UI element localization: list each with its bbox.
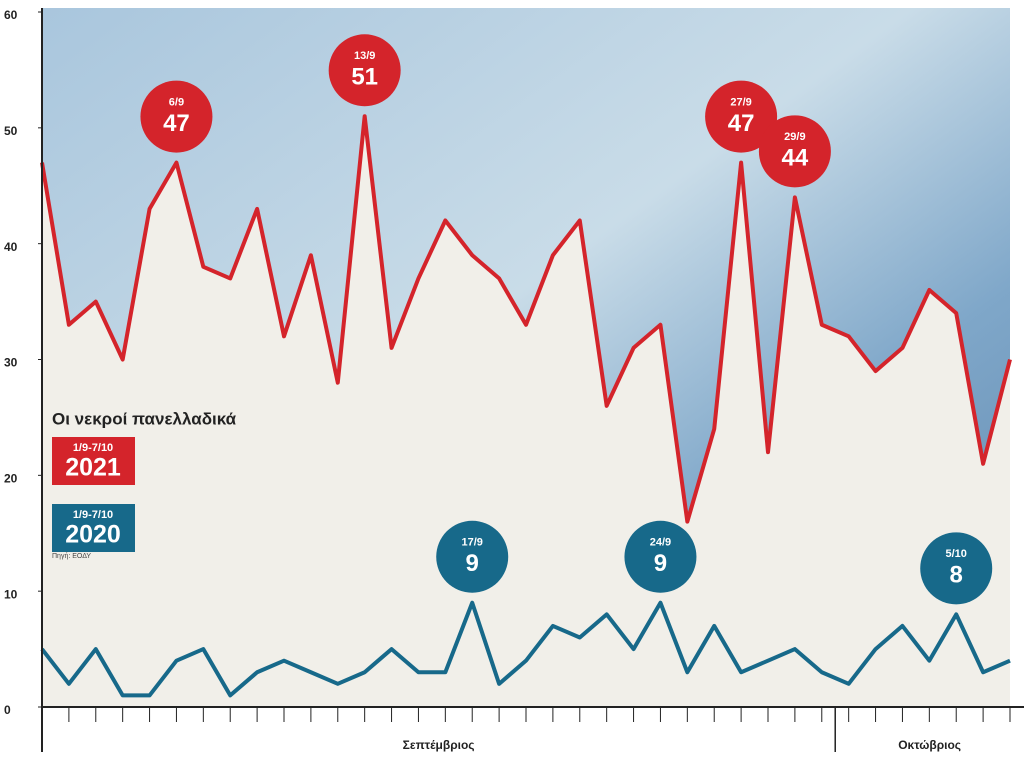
y-tick-label: 40 (4, 240, 18, 254)
legend-name: 2021 (65, 454, 121, 482)
y-tick-label: 30 (4, 356, 18, 370)
legend-swatch (52, 504, 135, 552)
annotation-value: 47 (163, 110, 190, 137)
source: Πηγή: ΕΟΔΥ (52, 553, 91, 560)
annotation-value: 9 (466, 550, 479, 577)
annotation-bubble (140, 80, 213, 153)
month-label: Οκτώβριος (898, 738, 961, 752)
annotation-value: 8 (950, 562, 963, 589)
area-fill (42, 116, 1010, 707)
y-tick-label: 20 (4, 472, 18, 486)
legend-period: 1/9-7/10 (73, 509, 113, 521)
annotation-bubble (436, 520, 509, 593)
annotation-date: 29/9 (784, 131, 805, 143)
annotation-value: 44 (782, 145, 809, 172)
annotation-date: 24/9 (650, 537, 671, 549)
annotation-bubble (328, 34, 401, 107)
annotation-date: 17/9 (462, 537, 483, 549)
month-label: Σεπτέμβριος (403, 738, 475, 752)
annotation-bubble (624, 520, 697, 593)
annotation-date: 6/9 (169, 96, 184, 108)
annotation-bubble (758, 115, 831, 188)
annotation-value: 9 (654, 550, 667, 577)
y-tick-label: 0 (4, 703, 11, 717)
legend-period: 1/9-7/10 (73, 442, 113, 454)
annotation-bubble (920, 532, 993, 605)
legend-name: 2020 (65, 521, 121, 549)
annotation-value: 47 (728, 110, 755, 137)
y-tick-label: 50 (4, 124, 18, 138)
legend-swatch (52, 437, 135, 485)
annotation-date: 13/9 (354, 50, 375, 62)
annotation-bubble (705, 80, 778, 153)
y-tick-label: 60 (4, 8, 18, 22)
annotation-date: 5/10 (946, 548, 967, 560)
legend-title: Οι νεκροί πανελλαδικά (52, 409, 237, 428)
line-series (40, 600, 1011, 698)
annotation-value: 51 (351, 64, 378, 91)
y-tick-label: 10 (4, 587, 18, 601)
line-series (40, 114, 1012, 524)
annotation-date: 27/9 (730, 96, 751, 108)
